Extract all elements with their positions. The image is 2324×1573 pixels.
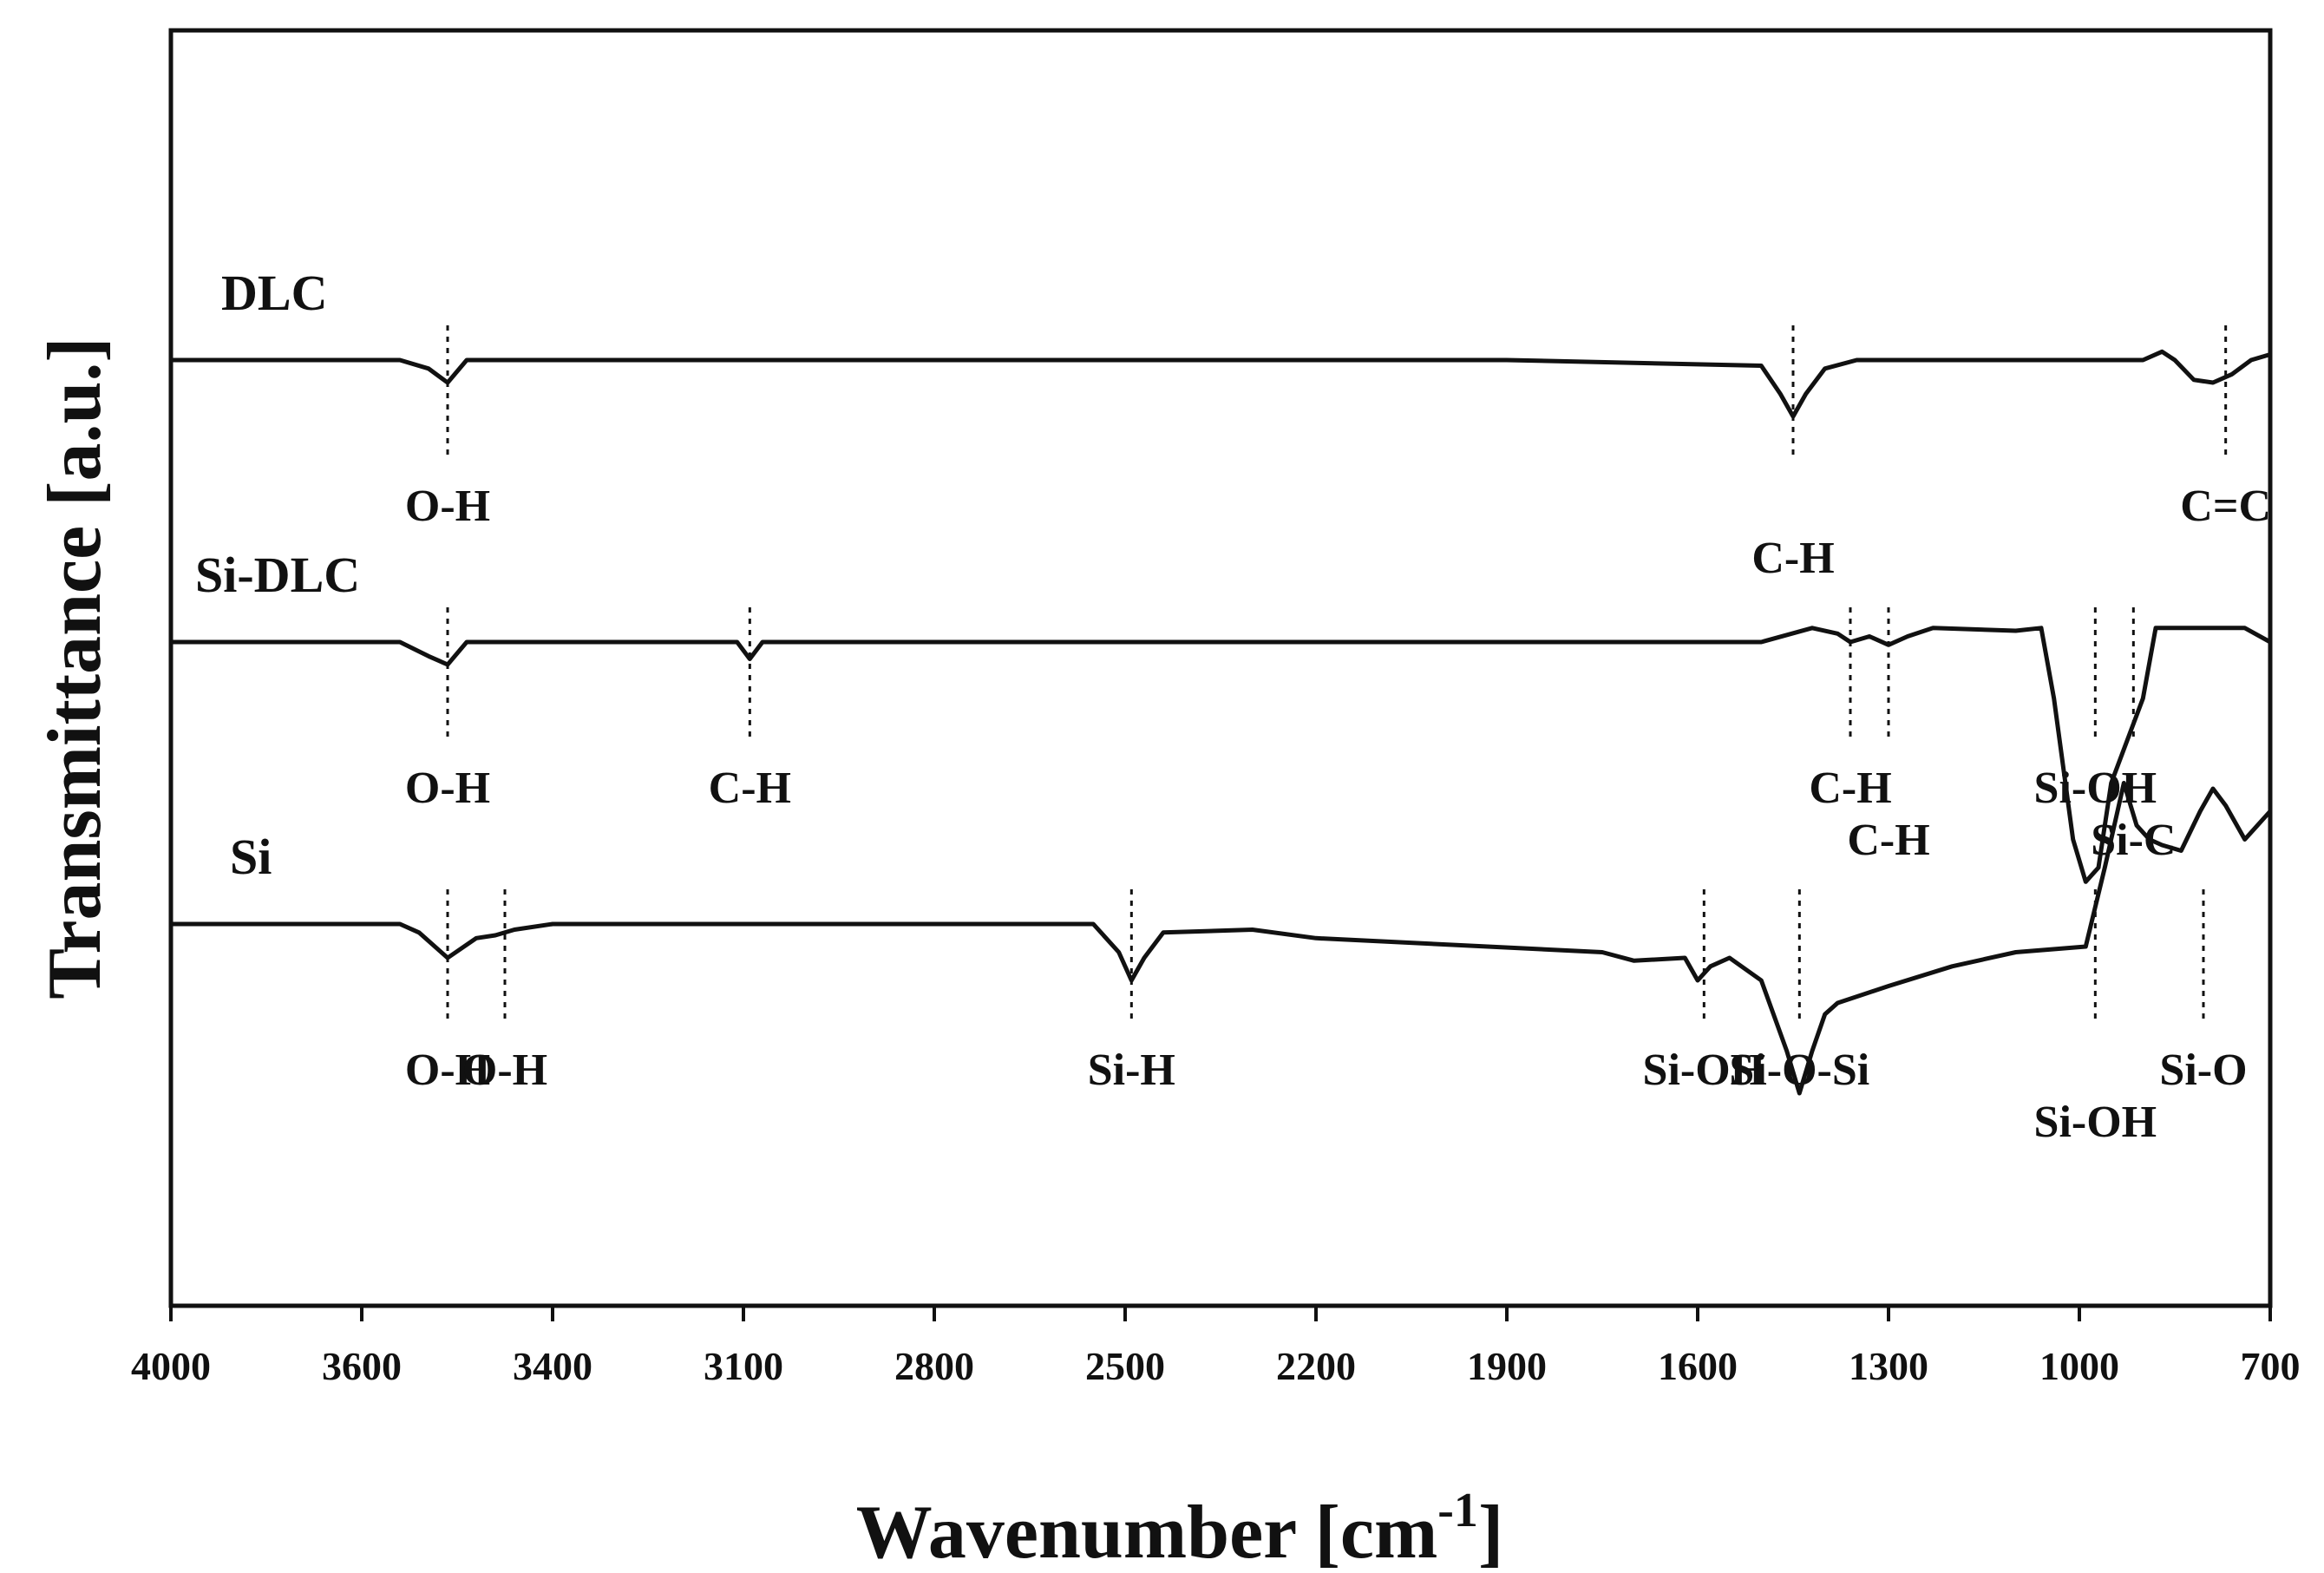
spectrum-si-dlc [168, 626, 2273, 884]
series-name: DLC [221, 265, 327, 321]
peak-label: Si-O [2159, 1045, 2247, 1095]
spectrum-si [168, 781, 2273, 1096]
peak-label: C=C [2180, 482, 2271, 531]
spectra: DLC Si-DLC Si [168, 265, 2273, 1096]
x-tick-label: 700 [2241, 1344, 2301, 1388]
peak-label: O-H [405, 482, 490, 531]
peak-label: Si-O-Si [1729, 1045, 1869, 1095]
series-name: Si-DLC [195, 547, 360, 603]
x-tick-label: 1300 [1849, 1344, 1928, 1388]
peak-label: O-H [462, 1045, 547, 1095]
plot-frame [168, 28, 2273, 1308]
x-axis-ticks: 4000 3600 3400 3100 2800 2500 2200 1900 1600 1300… [131, 1306, 2301, 1388]
x-axis-title-end: ] [1478, 1491, 1503, 1573]
x-tick-label: 3400 [513, 1344, 592, 1388]
y-axis-title: Transmittance [a.u.] [33, 337, 117, 999]
peak-label: C-H [1751, 534, 1834, 583]
x-tick-label: 3600 [322, 1344, 402, 1388]
peak-label: Si-C [2091, 816, 2176, 865]
x-axis-title-main: Wavenumber [cm [856, 1491, 1438, 1573]
x-tick-label: 2500 [1085, 1344, 1165, 1388]
x-tick-label: 4000 [131, 1344, 211, 1388]
peak-label: O-H [405, 764, 490, 813]
peak-label: O-H [405, 1045, 490, 1095]
x-tick-label: 1000 [2039, 1344, 2119, 1388]
x-tick-label: 1900 [1467, 1344, 1547, 1388]
peak-label: Si-OH [2034, 1098, 2157, 1147]
x-tick-label: 3100 [704, 1344, 783, 1388]
x-axis-title-sup: -1 [1437, 1484, 1478, 1537]
series-name: Si [230, 829, 272, 885]
peak-label: Si-H [1088, 1045, 1175, 1095]
x-axis-title: Wavenumber [cm-1] [856, 1484, 1504, 1573]
x-tick-label: 1600 [1658, 1344, 1738, 1388]
peak-label: C-H [1809, 764, 1891, 813]
peak-label: Si-OH [1643, 1045, 1766, 1095]
peak-label: C-H [1847, 816, 1929, 865]
x-tick-label: 2200 [1276, 1344, 1356, 1388]
spectrum-dlc [168, 349, 2273, 419]
peak-label: C-H [709, 764, 791, 813]
peak-label: Si-OH [2034, 764, 2157, 813]
x-tick-label: 2800 [894, 1344, 974, 1388]
